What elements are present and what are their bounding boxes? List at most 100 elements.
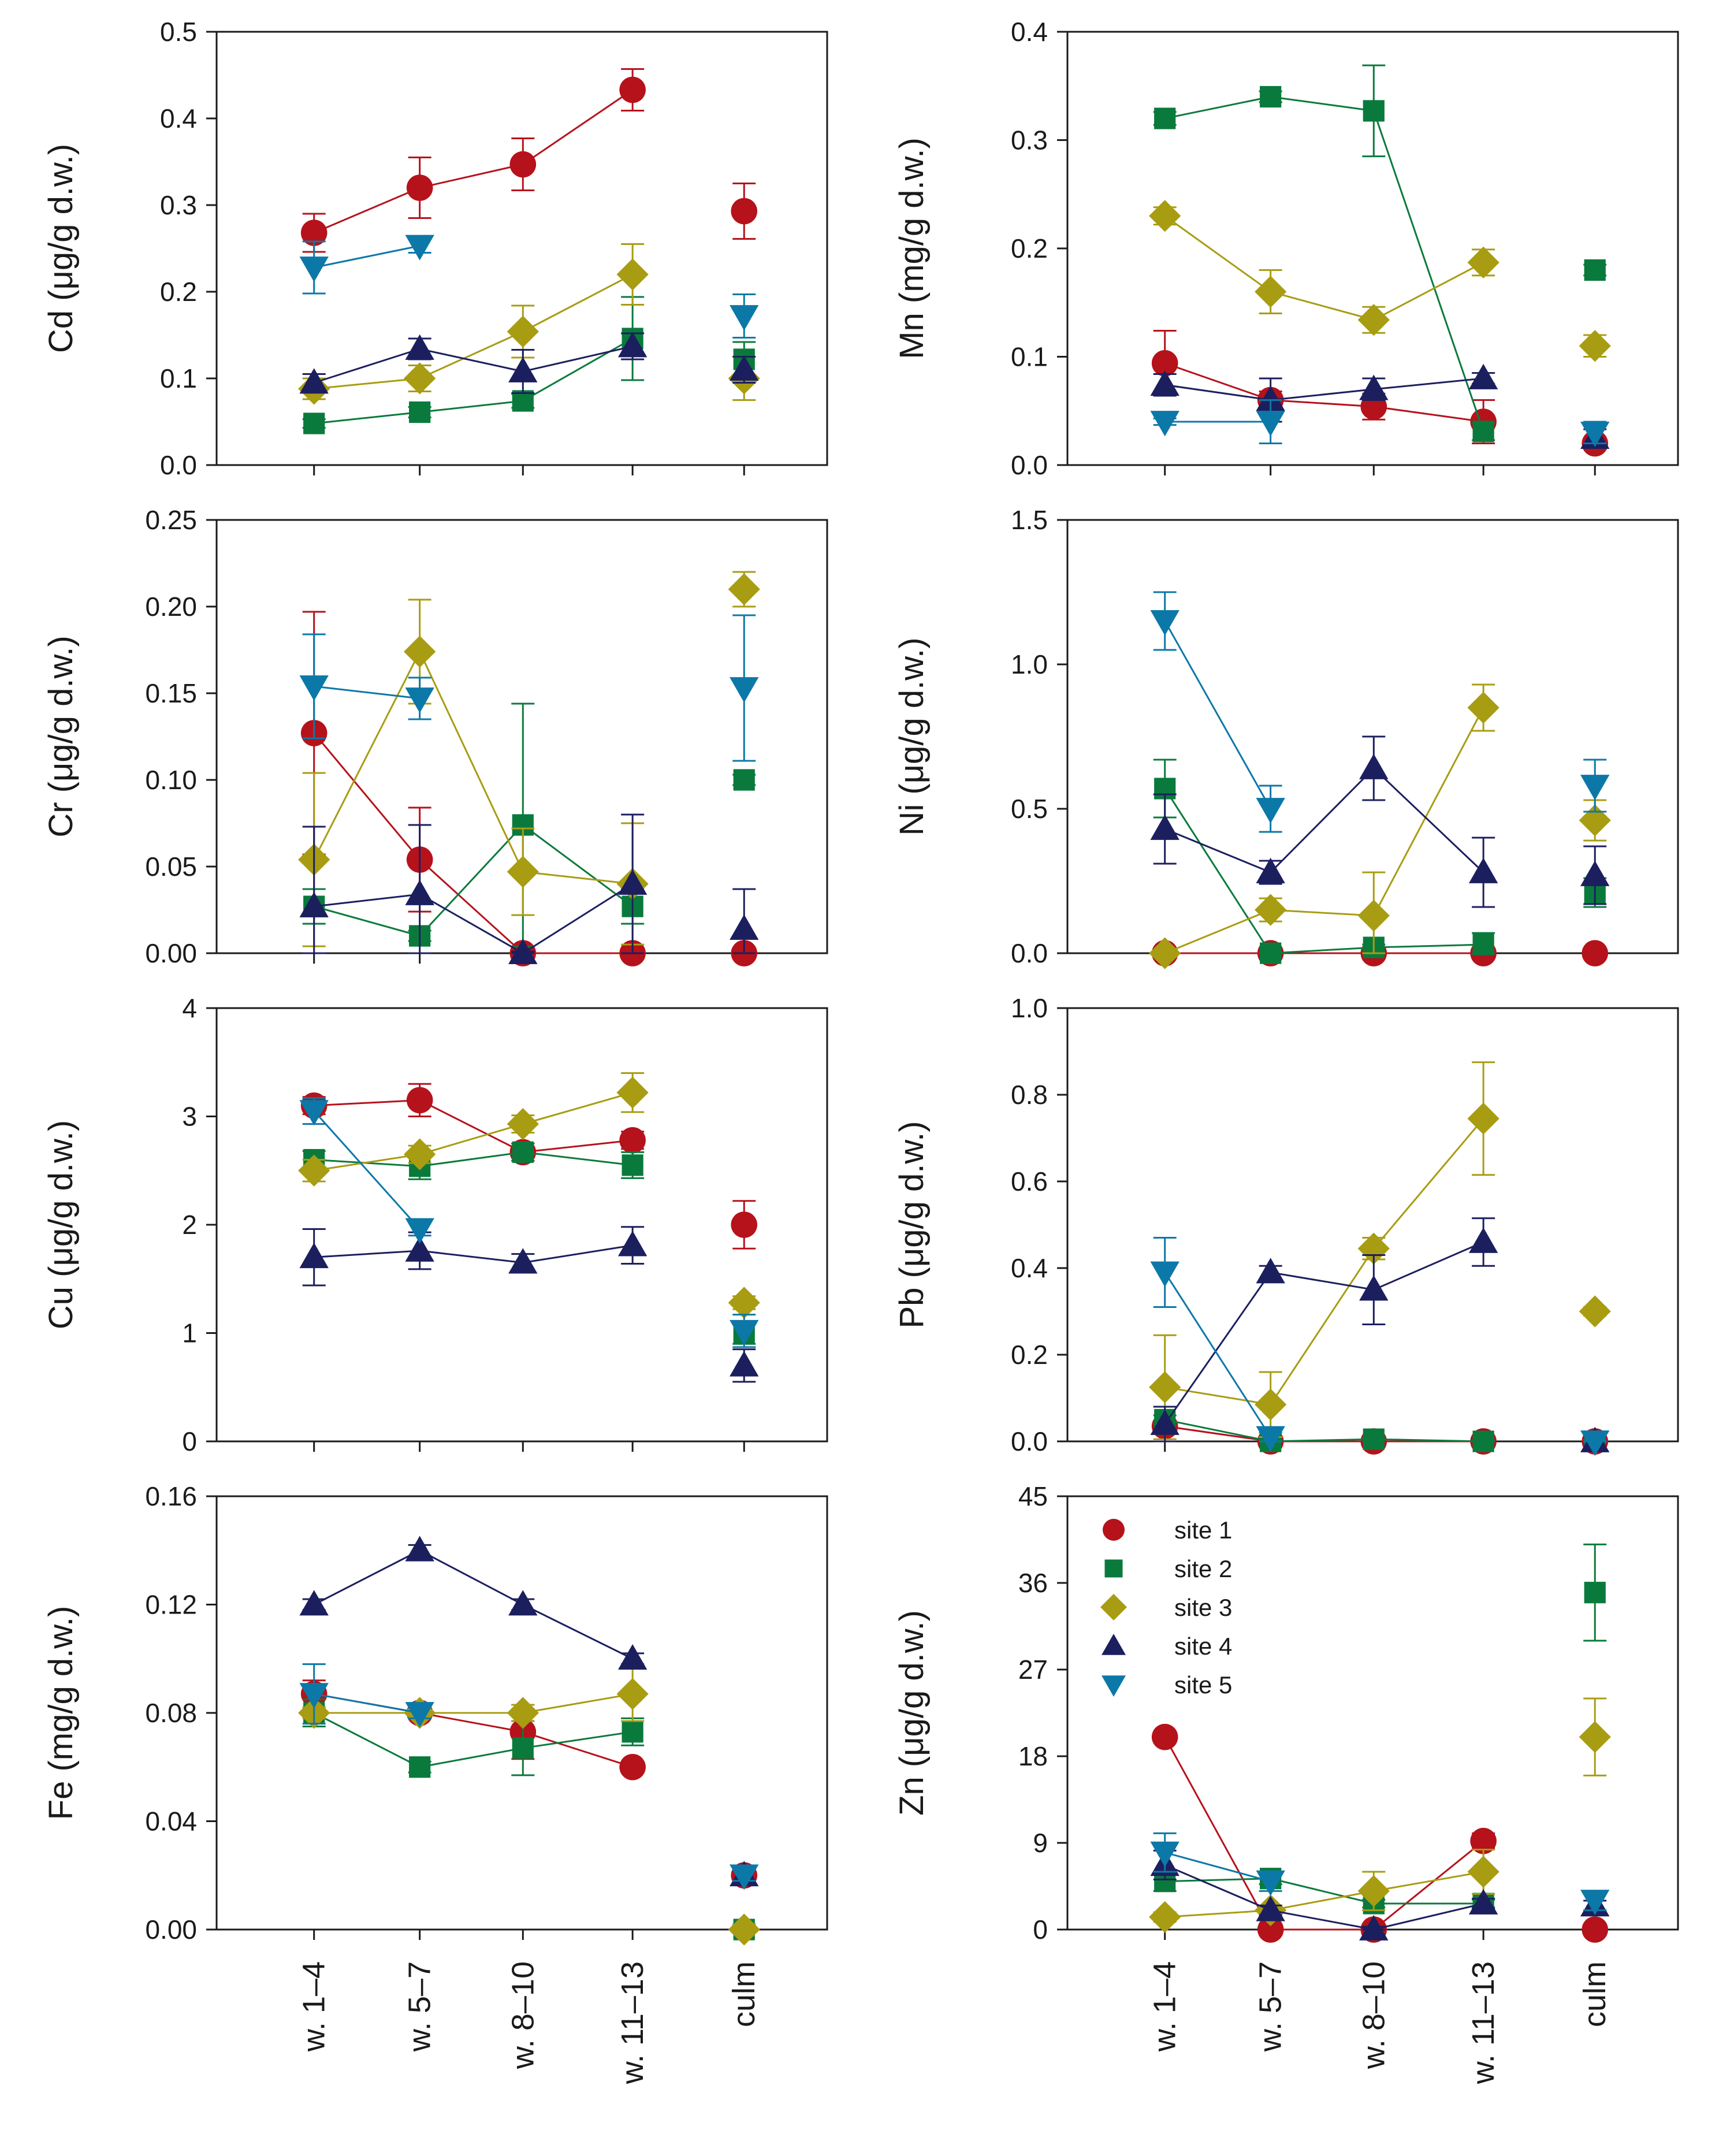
legend-marker-site-2: [1104, 1559, 1123, 1578]
mn-site-3-point: [1467, 246, 1499, 278]
fe-site-2-line: [314, 1712, 633, 1768]
panel-ni: 0.0 0.5 1.0 1.5 Ni (μg/g d.w.): [893, 505, 1679, 969]
legend-label-site-1: site 1: [1174, 1516, 1232, 1544]
ni-site-5-line: [1164, 620, 1271, 809]
ni-site-4-line: [1164, 767, 1484, 873]
pb-ylabel: Pb (μg/g d.w.): [893, 1121, 931, 1328]
cd-site-3-point: [507, 315, 539, 348]
cu-site-1-point: [406, 1087, 433, 1114]
zn-site-3-point: [1467, 1856, 1499, 1888]
mn-site-3-line: [1164, 215, 1484, 321]
xaxis-category-culm: culm: [727, 1961, 761, 2027]
cr-site-1-line: [313, 733, 633, 954]
pb-site-2-line: [1164, 1419, 1484, 1443]
cr-ylabel: Cr (μg/g d.w.): [42, 635, 80, 837]
mn-ytick-label: 0.4: [1011, 17, 1048, 47]
panel-fe: 0.00 0.04 0.08 0.12 0.16 Fe (mg/g d.w.): [42, 1481, 828, 1946]
zn-site-1-point: [1257, 1916, 1284, 1943]
cd-ytick-label: 0.5: [160, 17, 197, 47]
fe-site-3-point: [616, 1678, 649, 1710]
ni-site-1-point: [1582, 940, 1609, 967]
ni-site-4-point: [1150, 814, 1179, 840]
fe-ytick-label: 0.00: [145, 1915, 197, 1945]
cd-plot-frame: [215, 31, 828, 466]
pb-site-2-point: [1472, 1430, 1494, 1452]
cd-ytick-label: 0.2: [160, 277, 197, 307]
ni-site-2-point: [1260, 942, 1282, 964]
cr-ytick-label: 0.15: [145, 678, 197, 708]
cu-ytick-label: 4: [182, 993, 197, 1023]
pb-series-site-5: [1150, 1237, 1610, 1456]
xaxis-category-w-5-7: w. 5–7: [403, 1961, 437, 2052]
cu-site-4-point: [405, 1236, 434, 1262]
pb-site-5-point: [1150, 1261, 1179, 1287]
zn-site-2-line: [1164, 1878, 1484, 1905]
cd-site-4-point: [730, 355, 759, 381]
cd-series-site-4: [299, 332, 759, 394]
pb-ytick-label: 0.2: [1011, 1340, 1048, 1370]
ni-series-site-2: [1153, 759, 1607, 964]
legend-marker-site-3: [1100, 1594, 1127, 1620]
legend-label-site-5: site 5: [1174, 1671, 1232, 1698]
pb-site-3-line: [1164, 1118, 1484, 1406]
fe-site-5-point: [299, 1683, 329, 1709]
mn-site-3-point: [1357, 304, 1390, 336]
cd-site-4-line: [314, 345, 633, 384]
mn-site-3-point: [1149, 200, 1181, 232]
cr-series-site-3: [298, 571, 760, 947]
mn-site-4-point: [1150, 370, 1179, 396]
mn-series-site-3: [1149, 200, 1611, 362]
cd-site-5-line: [314, 245, 420, 269]
mn-ytick-label: 0.1: [1011, 342, 1048, 372]
cu-site-1-point: [731, 1211, 758, 1238]
panel-pb: 0.0 0.2 0.4 0.6 0.8 1.0 Pb (μg/g d.w.): [893, 993, 1679, 1456]
ni-site-4-point: [1256, 857, 1285, 883]
fe-site-2-point: [409, 1756, 431, 1778]
cd-ylabel: Cd (μg/g d.w.): [42, 144, 80, 353]
xaxis-category-w-8-10: w. 8–10: [1356, 1961, 1391, 2069]
cr-site-3-point: [507, 856, 539, 888]
pb-site-4-point: [1359, 1275, 1389, 1301]
cr-ytick-label: 0.25: [145, 505, 197, 535]
cd-site-3-point: [404, 362, 436, 395]
fe-site-1-line: [314, 1693, 633, 1768]
mn-site-4-point: [1468, 363, 1498, 389]
mn-site-1-point: [1151, 350, 1178, 377]
cu-site-3-point: [404, 1138, 436, 1170]
cd-site-5-point: [405, 235, 434, 261]
zn-site-4-line: [1164, 1864, 1484, 1931]
cr-site-5-point: [730, 677, 759, 703]
cd-series-site-5: [299, 235, 759, 339]
cu-site-4-point: [617, 1231, 648, 1257]
pb-site-5-point: [1580, 1430, 1610, 1456]
pb-ytick-label: 0.6: [1011, 1166, 1048, 1196]
pb-ytick-label: 0.4: [1011, 1253, 1048, 1283]
cr-site-4-errorbar: [302, 826, 326, 954]
mn-ytick-label: 0.0: [1011, 450, 1048, 480]
ni-site-4-point: [1359, 753, 1389, 779]
ni-site-4-point: [1580, 860, 1610, 886]
mn-site-3-point: [1255, 276, 1287, 308]
zn-site-4-point: [1359, 1915, 1389, 1941]
cd-site-3-line: [314, 273, 633, 390]
pb-site-3-point: [1357, 1232, 1390, 1265]
cr-site-4-point: [299, 891, 329, 917]
zn-ytick-label: 18: [1018, 1741, 1048, 1771]
cr-ytick-label: 0.20: [145, 592, 197, 622]
zn-ylabel: Zn (μg/g d.w.): [893, 1610, 931, 1816]
zn-site-3-line: [1164, 1871, 1484, 1918]
cd-site-2-point: [409, 401, 431, 423]
panel-cr: 0.00 0.05 0.10 0.15 0.20 0.25 Cr (μg/g d.w.): [42, 505, 828, 968]
cr-ytick-label: 0.05: [145, 852, 197, 882]
pb-ytick-label: 0.8: [1011, 1080, 1048, 1110]
cu-series-site-1: [300, 1083, 758, 1250]
cd-site-4-point: [508, 356, 538, 382]
cr-ytick-label: 0.10: [145, 765, 197, 795]
ni-site-3-line: [1164, 707, 1484, 954]
mn-site-2-point: [1154, 107, 1176, 129]
cr-series-site-2: [302, 702, 756, 947]
zn-site-5-point: [1150, 1841, 1179, 1867]
cd-series-site-1: [300, 68, 758, 253]
